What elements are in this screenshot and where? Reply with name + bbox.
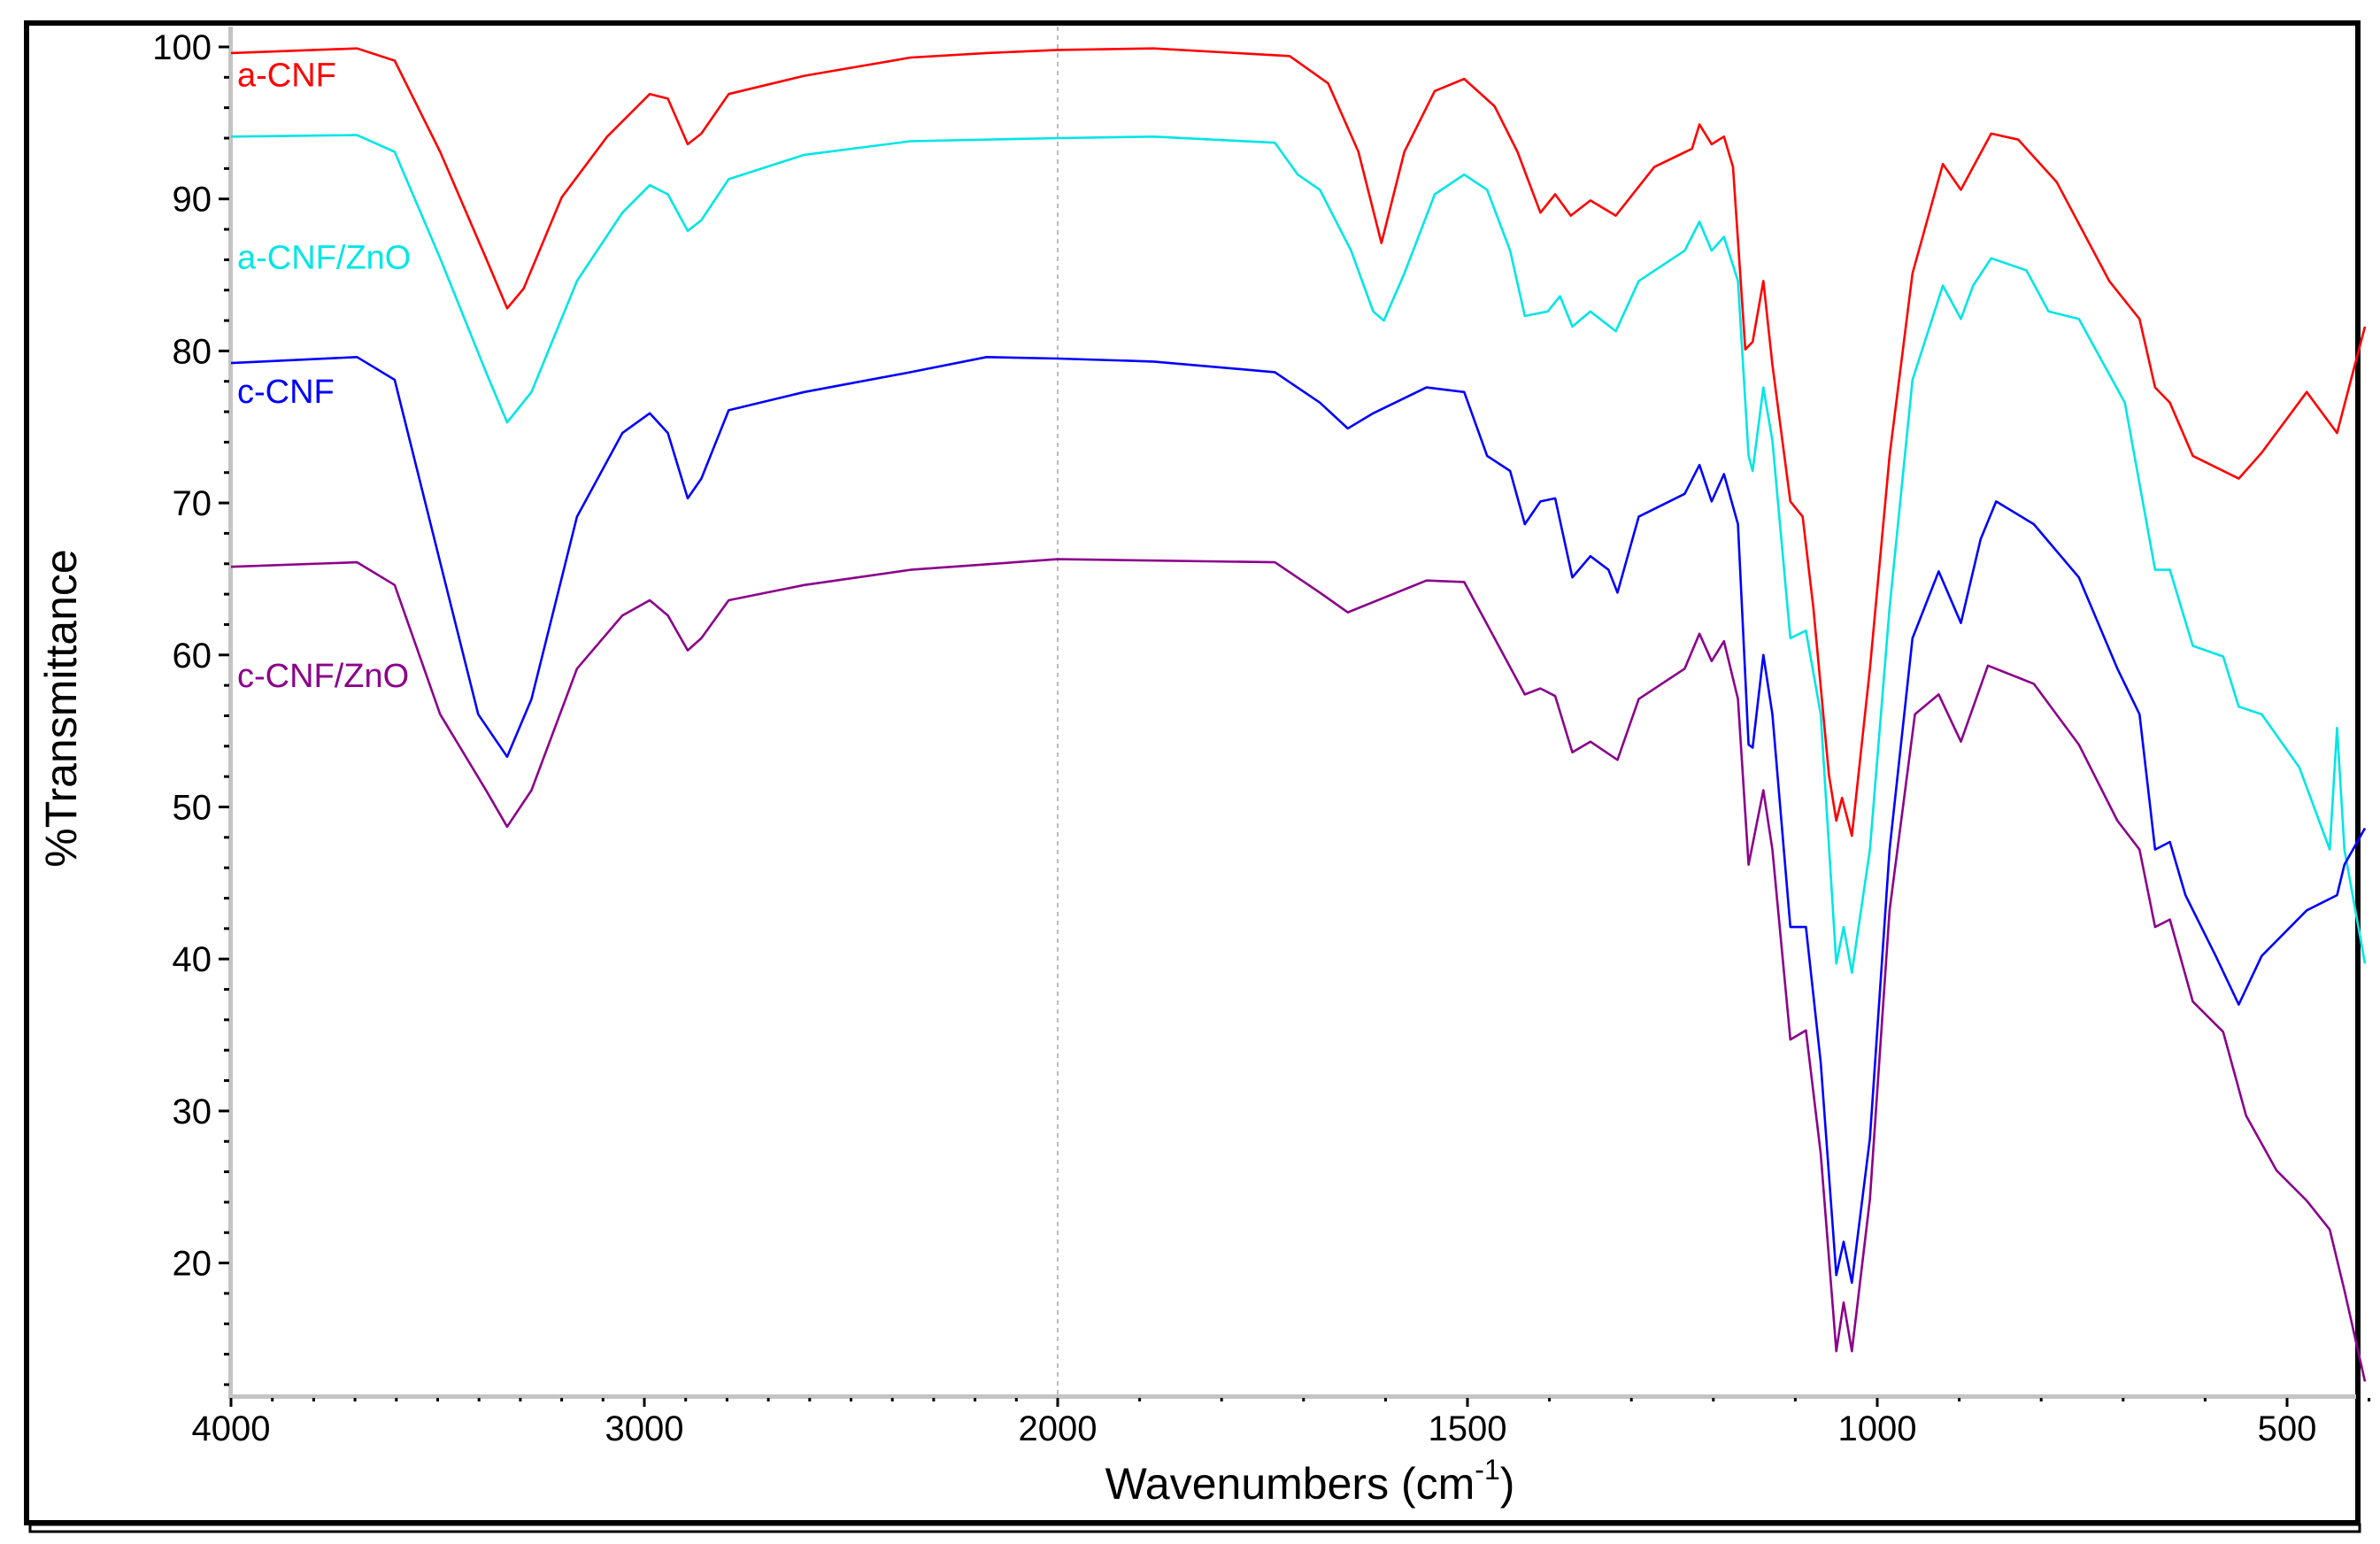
outer-frame bbox=[24, 20, 2361, 1525]
y-tick-label: 20 bbox=[173, 1245, 212, 1284]
y-axis-line bbox=[228, 27, 233, 1396]
series-line-a-cnf bbox=[230, 47, 2367, 838]
series-label-c-cnf: c-CNF bbox=[237, 374, 335, 411]
x-axis-title: Wavenumbers (cm-1) bbox=[1105, 1454, 1515, 1509]
y-tick-label: 70 bbox=[173, 484, 212, 523]
series-line-c-cnf bbox=[230, 356, 2367, 1285]
y-tick-label: 30 bbox=[173, 1092, 212, 1131]
y-tick-label: 50 bbox=[173, 789, 212, 828]
x-tick-label: 4000 bbox=[192, 1409, 271, 1448]
y-tick-label: 100 bbox=[152, 28, 212, 67]
y-tick-label: 60 bbox=[173, 637, 212, 676]
y-tick-label: 40 bbox=[173, 940, 212, 979]
x-tick-label: 1000 bbox=[1838, 1409, 1917, 1448]
x-tick-label: 500 bbox=[2258, 1409, 2317, 1448]
y-tick-label: 90 bbox=[173, 181, 212, 220]
x-tick-label: 1500 bbox=[1429, 1409, 1507, 1448]
y-axis-title: %Transmittance bbox=[36, 549, 86, 867]
x-tick-label: 3000 bbox=[605, 1409, 684, 1448]
outer-frame-shadow bbox=[28, 1523, 2361, 1533]
y-tick-label: 80 bbox=[173, 332, 212, 371]
x-axis-line bbox=[228, 1394, 2356, 1399]
series-label-c-cnf-zno: c-CNF/ZnO bbox=[237, 658, 409, 695]
series-line-a-cnf-zno bbox=[230, 134, 2367, 974]
series-label-a-cnf-zno: a-CNF/ZnO bbox=[237, 240, 411, 277]
series-label-a-cnf: a-CNF bbox=[237, 58, 336, 95]
series-line-c-cnf-zno bbox=[230, 558, 2367, 1382]
x-tick-label: 2000 bbox=[1019, 1409, 1098, 1448]
